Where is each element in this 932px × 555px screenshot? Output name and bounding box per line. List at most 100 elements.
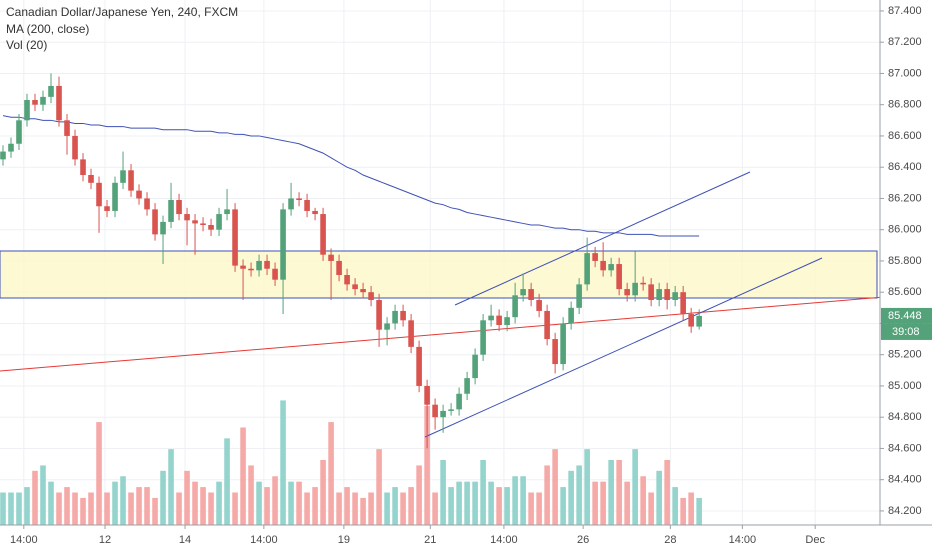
- candle-body: [0, 151, 6, 160]
- candle-body: [408, 320, 414, 347]
- volume-bar: [216, 481, 222, 525]
- candle-body: [360, 289, 366, 293]
- axes: 87.400 87.200 87.000 86.800 86.600 86.400 86.2…: [10, 5, 932, 546]
- volume-bar: [280, 400, 286, 525]
- candles: [0, 73, 702, 449]
- candle-body: [344, 275, 350, 285]
- volume-bar: [656, 470, 662, 525]
- candle-body: [608, 264, 614, 271]
- volume-bar: [80, 497, 86, 525]
- candle-body: [584, 253, 590, 285]
- volume-bar: [312, 487, 318, 525]
- volume-bar: [696, 497, 702, 525]
- volume-bar: [200, 487, 206, 525]
- candle-body: [576, 284, 582, 308]
- volume-bar: [584, 449, 590, 525]
- channel-upper[interactable]: [454, 171, 751, 306]
- candle-body: [208, 225, 214, 230]
- candle-body: [544, 310, 550, 340]
- candle-body: [448, 409, 454, 411]
- volume-bar: [640, 476, 646, 525]
- candle-body: [96, 182, 102, 207]
- volume-bar: [528, 492, 534, 525]
- volume-bar: [32, 470, 38, 525]
- candle-body: [696, 315, 702, 327]
- volume-bar: [264, 487, 270, 525]
- volume-bar: [504, 487, 510, 525]
- candle-body: [400, 310, 406, 321]
- candle-body: [128, 170, 134, 191]
- x-tick-label: 14:00: [250, 534, 278, 546]
- countdown-tag: [881, 323, 932, 340]
- candle-body: [648, 284, 654, 300]
- volume-bar: [496, 487, 502, 525]
- x-tick-label: 28: [664, 534, 676, 546]
- candle-body: [120, 170, 126, 183]
- last-price-label: 85.448: [888, 310, 922, 322]
- volume-bar: [608, 460, 614, 525]
- countdown-label: 39:08: [892, 326, 920, 338]
- candle-body: [112, 182, 118, 211]
- volume-bar: [600, 481, 606, 525]
- candle-body: [192, 220, 198, 224]
- volume-bar: [384, 492, 390, 525]
- x-tick-label: 26: [577, 534, 589, 546]
- candle-body: [80, 159, 86, 175]
- volume-bar: [96, 422, 102, 525]
- volume-bar: [592, 481, 598, 525]
- candle-body: [184, 214, 190, 221]
- ma-layer: [2, 115, 700, 237]
- volume-bar: [664, 460, 670, 525]
- y-tick-label: 86.000: [888, 224, 922, 236]
- candle-body: [616, 264, 622, 290]
- volume-bar: [480, 460, 486, 525]
- candle-body: [352, 284, 358, 290]
- volume-bar: [560, 487, 566, 525]
- volume-bar: [152, 497, 158, 525]
- candle-body: [416, 346, 422, 386]
- volume-bar: [424, 405, 430, 525]
- volume-bar: [464, 481, 470, 525]
- candle-body: [456, 393, 462, 410]
- volume-bar: [360, 497, 366, 525]
- volume-bar: [176, 492, 182, 525]
- volume-bar: [224, 438, 230, 525]
- volume-bar: [208, 492, 214, 525]
- trend-line[interactable]: [0, 292, 932, 372]
- candle-body: [392, 310, 398, 324]
- volume-bar: [400, 492, 406, 525]
- candle-body: [224, 209, 230, 215]
- volume-bar: [168, 449, 174, 525]
- volume-bar: [112, 481, 118, 525]
- y-tick-label: 84.600: [888, 442, 922, 454]
- price-axis-bg: [880, 0, 932, 550]
- channel-lower[interactable]: [424, 257, 823, 438]
- candle-body: [496, 315, 502, 325]
- volume-bar: [304, 492, 310, 525]
- candle-body: [512, 295, 518, 318]
- volume-bar: [520, 476, 526, 525]
- candle-body: [136, 190, 142, 199]
- volume-bar: [64, 487, 70, 525]
- candle-body: [168, 200, 174, 222]
- candle-body: [288, 198, 294, 210]
- candle-body: [568, 307, 574, 324]
- candle-body: [320, 214, 326, 255]
- volume-bar: [160, 470, 166, 525]
- range-rectangle[interactable]: [0, 250, 878, 299]
- volume-bar: [536, 492, 542, 525]
- x-tick-label: 14:00: [10, 534, 38, 546]
- volume-bar: [128, 492, 134, 525]
- candle-body: [600, 260, 606, 271]
- y-tick-label: 87.200: [888, 36, 922, 48]
- x-tick-label: 19: [338, 534, 350, 546]
- candle-body: [88, 175, 94, 183]
- indicator-label: Vol (20): [6, 38, 47, 52]
- volume-bar: [544, 465, 550, 525]
- volume-bar: [256, 481, 262, 525]
- ma-line: [2, 115, 700, 237]
- volume-bar: [624, 481, 630, 525]
- candle-body: [104, 206, 110, 211]
- volume-bar: [144, 487, 150, 525]
- candle-body: [296, 198, 302, 200]
